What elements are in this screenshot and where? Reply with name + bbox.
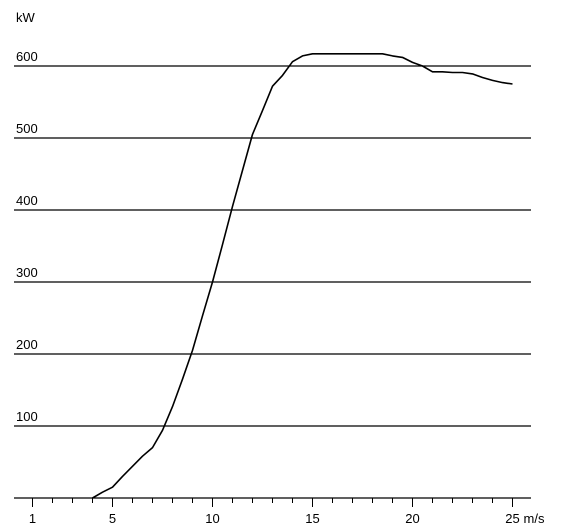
series-line-0 [92,52,513,499]
x-tick-label-25: 25 [505,511,519,526]
y-tick-label-400: 400 [16,193,38,208]
x-axis-unit-label: m/s [524,511,545,526]
y-tick-label-200: 200 [16,337,38,352]
y-tick-label-600: 600 [16,49,38,64]
x-tick-label-20: 20 [405,511,419,526]
x-tick-label-5: 5 [109,511,116,526]
y-tick-label-500: 500 [16,121,38,136]
y-axis-unit-label: kW [16,10,36,25]
series-group [92,52,513,499]
y-tick-label-300: 300 [16,265,38,280]
x-tick-label-1: 1 [29,511,36,526]
y-gridlines: 100 200 300 400 500 600 [14,49,531,427]
x-tick-label-10: 10 [205,511,219,526]
y-tick-label-100: 100 [16,409,38,424]
x-tick-label-15: 15 [305,511,319,526]
x-axis: 1 5 10 15 20 25 m/s [14,497,545,526]
